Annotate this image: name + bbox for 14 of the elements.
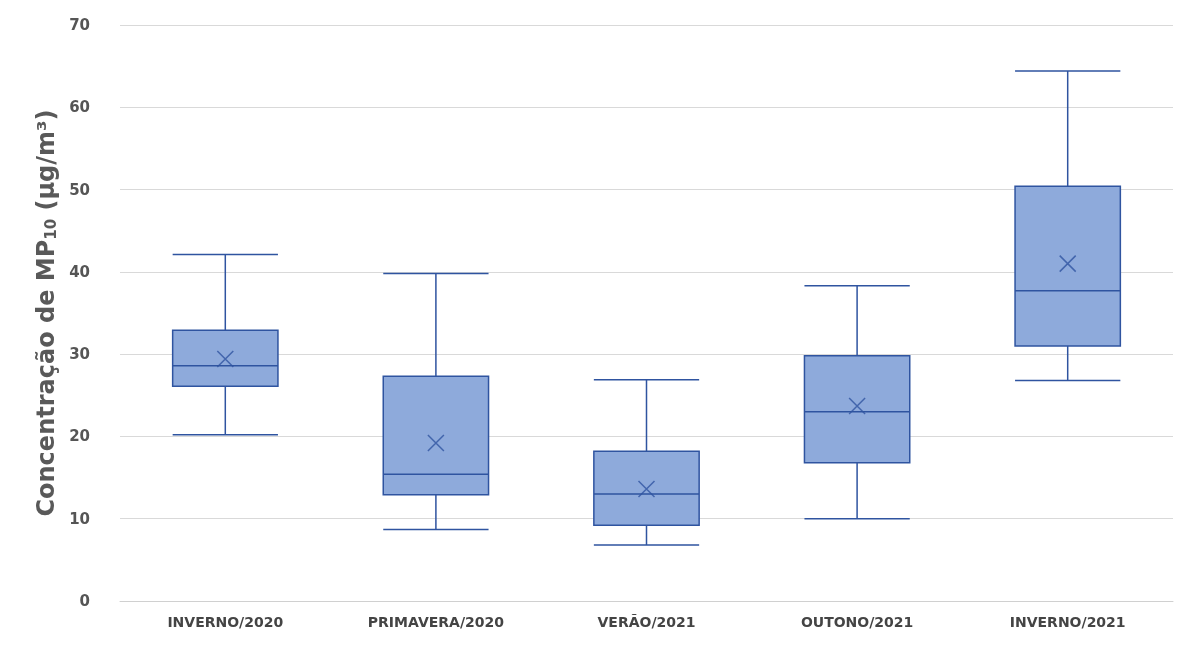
y-tick-label: 50 [69, 180, 90, 199]
y-tick-label: 10 [69, 509, 90, 528]
y-tick-label: 0 [79, 592, 90, 610]
x-tick-label: OUTONO/2021 [800, 614, 914, 630]
y-tick-label: 30 [69, 345, 90, 364]
x-tick-label: INVERNO/2020 [167, 614, 284, 630]
x-tick-label: PRIMAVERA/2020 [367, 614, 505, 630]
y-tick-label: 40 [69, 262, 90, 281]
x-tick-label: INVERNO/2021 [1009, 614, 1126, 630]
y-tick-label: 70 [69, 16, 90, 34]
y-tick-label: 60 [69, 98, 90, 117]
x-tick-label: VERÃO/2021 [597, 614, 696, 630]
y-axis-title: Concentração de MP10 (µg/m³) [31, 109, 60, 517]
y-tick-label: 20 [69, 427, 90, 446]
